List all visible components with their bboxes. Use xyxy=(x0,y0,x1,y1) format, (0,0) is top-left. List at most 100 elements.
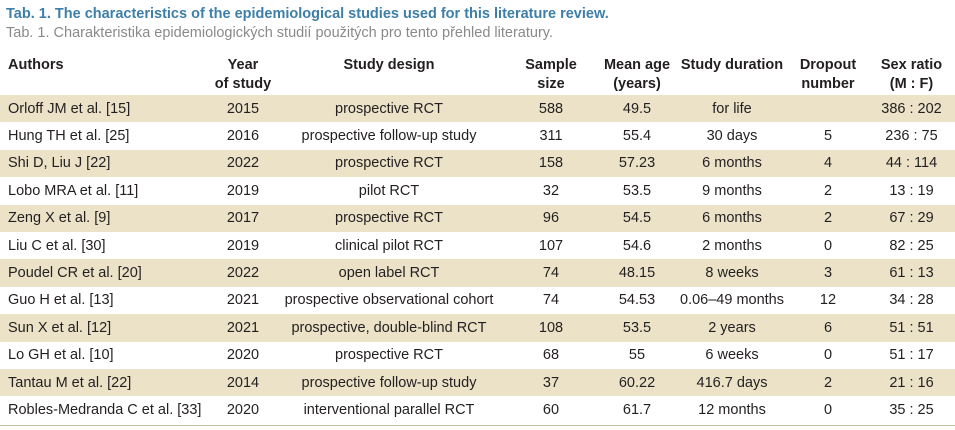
cell-sample-size: 588 xyxy=(504,95,598,123)
cell-study-duration: 6 months xyxy=(676,149,788,178)
table-row: Orloff JM et al. [15] 2015 prospective RCT… xyxy=(0,95,955,123)
cell-sex-ratio: 51 : 17 xyxy=(889,347,934,364)
cell-mean-age: 48.15 xyxy=(598,259,676,287)
header-year: Year of study xyxy=(214,57,272,92)
cell-author: Lo GH et al. [10] xyxy=(8,347,114,364)
cell-sex-ratio: 67 : 29 xyxy=(868,204,955,232)
cell-sample-size: 32 xyxy=(542,182,560,199)
studies-table: Authors Year of study Study design Sample… xyxy=(0,51,955,424)
cell-study-design: prospective observational cohort xyxy=(284,292,494,309)
cell-author: Robles-Medranda C et al. [33] xyxy=(8,401,202,418)
cell-sample-size: 158 xyxy=(504,149,598,178)
cell-study-design: prospective, double-blind RCT xyxy=(274,314,504,342)
caption-english: Tab. 1. The characteristics of the epide… xyxy=(6,6,609,22)
table-row: Sun X et al. [12] 2021 prospective, double… xyxy=(0,314,955,342)
header-study-design: Study design xyxy=(343,57,435,73)
cell-sex-ratio: 21 : 16 xyxy=(868,368,955,397)
cell-sex-ratio: 386 : 202 xyxy=(868,95,955,123)
cell-dropout: 4 xyxy=(788,149,868,178)
cell-year: 2021 xyxy=(212,314,274,342)
cell-author: Lobo MRA et al. [11] xyxy=(8,182,139,199)
cell-study-duration: 9 months xyxy=(702,182,762,199)
table-row: Robles-Medranda C et al. [33] 2020 interve… xyxy=(0,396,955,423)
cell-study-duration: for life xyxy=(676,95,788,123)
table-row: Zeng X et al. [9] 2017 prospective RCT 96 54… xyxy=(0,204,955,232)
cell-year: 2020 xyxy=(226,401,260,418)
cell-mean-age: 61.7 xyxy=(622,401,652,418)
cell-study-duration: 2 months xyxy=(702,237,762,254)
table-row: Shi D, Liu J [22] 2022 prospective RCT 158 5… xyxy=(0,149,955,178)
cell-study-duration: 6 months xyxy=(676,204,788,232)
cell-mean-age: 55 xyxy=(628,347,646,364)
cell-year: 2022 xyxy=(212,149,274,178)
header-dropout: Dropout number xyxy=(799,57,857,92)
table-row: Poudel CR et al. [20] 2022 open label RCT 7… xyxy=(0,259,955,287)
cell-year: 2019 xyxy=(226,237,260,254)
cell-sex-ratio: 34 : 28 xyxy=(889,292,934,309)
cell-dropout: 2 xyxy=(788,204,868,232)
cell-sex-ratio: 51 : 51 xyxy=(868,314,955,342)
cell-year: 2015 xyxy=(212,95,274,123)
cell-sex-ratio: 82 : 25 xyxy=(889,237,934,254)
cell-study-design: prospective RCT xyxy=(274,95,504,123)
cell-dropout: 5 xyxy=(823,128,833,145)
cell-sample-size: 107 xyxy=(538,237,564,254)
cell-mean-age: 53.5 xyxy=(622,182,652,199)
cell-dropout: 0 xyxy=(823,237,833,254)
cell-study-duration: 6 weeks xyxy=(705,347,759,364)
cell-author: Poudel CR et al. [20] xyxy=(0,259,212,287)
cell-dropout xyxy=(788,95,868,123)
cell-dropout: 3 xyxy=(788,259,868,287)
header-sex-ratio: Sex ratio (M : F) xyxy=(880,57,943,92)
cell-year: 2019 xyxy=(226,182,260,199)
cell-sample-size: 37 xyxy=(504,368,598,397)
cell-study-design: prospective RCT xyxy=(335,347,443,364)
cell-sample-size: 60 xyxy=(542,401,560,418)
cell-mean-age: 60.22 xyxy=(598,368,676,397)
table-row: Lobo MRA et al. [11] 2019 pilot RCT 32 53.5 9… xyxy=(0,177,955,204)
cell-sample-size: 311 xyxy=(539,128,563,145)
cell-study-design: interventional parallel RCT xyxy=(303,401,475,418)
cell-study-duration: 12 months xyxy=(698,401,766,418)
cell-study-design: pilot RCT xyxy=(358,182,420,199)
cell-sex-ratio: 236 : 75 xyxy=(885,128,938,145)
table-bottom-rule xyxy=(0,425,955,426)
cell-year: 2014 xyxy=(212,368,274,397)
cell-author: Orloff JM et al. [15] xyxy=(0,95,212,123)
cell-year: 2020 xyxy=(226,347,260,364)
cell-study-design: prospective follow-up study xyxy=(274,368,504,397)
cell-dropout: 12 xyxy=(819,292,837,309)
header-sample-size: Sample size xyxy=(525,57,577,92)
cell-mean-age: 55.4 xyxy=(622,128,652,145)
cell-study-design: prospective RCT xyxy=(274,149,504,178)
cell-sample-size: 96 xyxy=(504,204,598,232)
cell-mean-age: 54.6 xyxy=(622,237,652,254)
cell-sample-size: 108 xyxy=(504,314,598,342)
header-mean-age: Mean age (years) xyxy=(603,57,671,92)
cell-study-design: open label RCT xyxy=(274,259,504,287)
cell-mean-age: 49.5 xyxy=(598,95,676,123)
cell-sample-size: 74 xyxy=(504,259,598,287)
cell-study-design: prospective follow-up study xyxy=(301,128,477,145)
caption-czech: Tab. 1. Charakteristika epidemiologickýc… xyxy=(6,25,553,41)
table-caption: Tab. 1. The characteristics of the epide… xyxy=(6,0,951,42)
table-row: Hung TH et al. [25] 2016 prospective follo… xyxy=(0,122,955,149)
cell-sample-size: 74 xyxy=(542,292,560,309)
cell-author: Shi D, Liu J [22] xyxy=(0,149,212,178)
cell-study-design: clinical pilot RCT xyxy=(335,237,443,254)
cell-author: Liu C et al. [30] xyxy=(8,237,106,254)
cell-dropout: 2 xyxy=(788,368,868,397)
cell-mean-age: 54.5 xyxy=(598,204,676,232)
cell-year: 2016 xyxy=(226,128,260,145)
table-row: Guo H et al. [13] 2021 prospective observa… xyxy=(0,287,955,314)
cell-sex-ratio: 35 : 25 xyxy=(889,401,934,418)
cell-author: Tantau M et al. [22] xyxy=(0,368,212,397)
table-row: Tantau M et al. [22] 2014 prospective foll… xyxy=(0,368,955,397)
cell-author: Zeng X et al. [9] xyxy=(0,204,212,232)
cell-dropout: 6 xyxy=(788,314,868,342)
header-authors: Authors xyxy=(8,57,64,73)
cell-study-duration: 30 days xyxy=(706,128,758,145)
table-row: Lo GH et al. [10] 2020 prospective RCT 68 55… xyxy=(0,342,955,369)
cell-mean-age: 57.23 xyxy=(598,149,676,178)
cell-mean-age: 54.53 xyxy=(618,292,656,309)
